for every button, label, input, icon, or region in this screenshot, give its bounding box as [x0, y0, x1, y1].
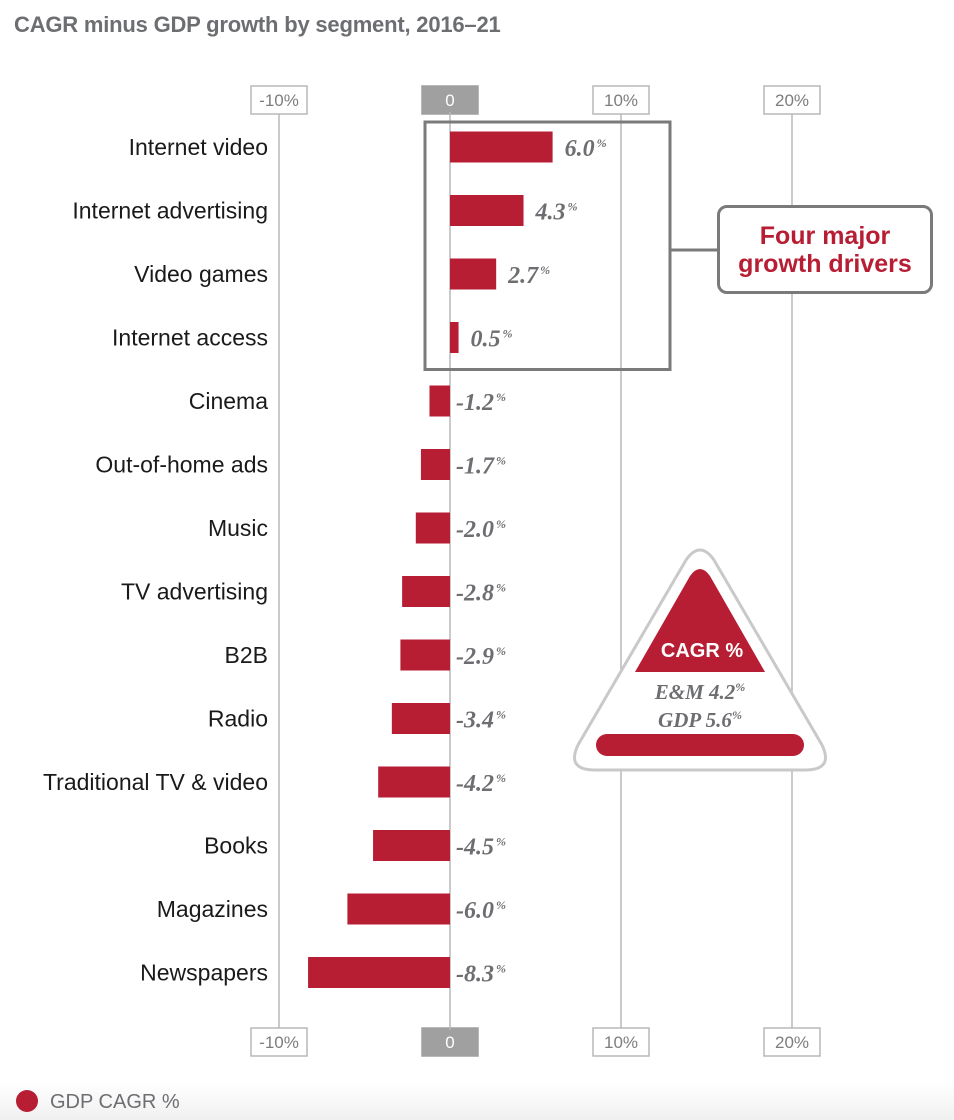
value-label: -1.2% [456, 390, 506, 416]
value-label: 0.5% [471, 327, 513, 353]
value-label: -8.3% [456, 962, 506, 988]
legend-swatch [16, 1090, 38, 1112]
bar [373, 830, 450, 861]
bar [402, 576, 450, 607]
x-tick-label: 10% [604, 1033, 638, 1052]
value-label: 2.7% [507, 263, 550, 289]
badge-em-line: E&M 4.2% [600, 680, 800, 705]
category-label: Out-of-home ads [95, 452, 268, 478]
value-label: 4.3% [535, 200, 578, 226]
tick-box [592, 1027, 650, 1057]
legend-label: GDP CAGR % [50, 1091, 180, 1113]
value-label: -3.4% [456, 708, 506, 734]
bar [420, 449, 450, 480]
value-label: -2.0% [456, 517, 506, 543]
bar [391, 703, 450, 734]
x-tick-label: 10% [604, 91, 638, 110]
badge-em-pct: % [735, 680, 746, 694]
category-label: Internet advertising [72, 198, 268, 224]
callout-line-2: growth drivers [738, 249, 912, 278]
grid-layer: -10% -10% 0 0 10% 10% 20% 20% [250, 85, 821, 1057]
bar [378, 766, 450, 798]
tick-box [763, 85, 821, 115]
category-label: Internet video [129, 134, 268, 160]
badge-red-base [596, 734, 804, 756]
bar-chart: -10% -10% 0 0 10% 10% 20% 20% Internet video 6.0… [43, 85, 827, 1057]
category-label: Video games [134, 261, 268, 287]
badge-gdp-pct: % [731, 708, 742, 722]
bar [415, 512, 450, 544]
callout-line-1: Four major [759, 221, 891, 250]
x-tick-label: 0 [445, 1033, 454, 1052]
x-tick-label: 20% [775, 1033, 809, 1052]
value-label: -2.8% [456, 581, 506, 607]
category-label: Radio [208, 706, 268, 732]
value-label: -1.7% [456, 454, 506, 480]
bar [347, 893, 450, 925]
bar [450, 322, 459, 353]
value-label: -4.2% [456, 771, 506, 797]
x-tick-label: 0 [445, 91, 454, 110]
category-label: Newspapers [140, 960, 268, 986]
tick-box [592, 85, 650, 115]
bar [429, 385, 450, 417]
legend-strip [0, 1082, 954, 1120]
bar [450, 195, 524, 226]
highlight-box [423, 120, 672, 371]
x-tick-label: -10% [259, 1033, 299, 1052]
x-tick-label: -10% [259, 91, 299, 110]
badge-gdp-label: GDP 5.6 [658, 708, 732, 732]
highlight-box-layer [423, 120, 718, 371]
category-label: Traditional TV & video [43, 769, 268, 795]
value-label: -2.9% [456, 644, 506, 670]
tick-box [763, 1027, 821, 1057]
category-label: TV advertising [121, 579, 268, 605]
value-label: 6.0% [565, 136, 607, 162]
badge-gdp-line: GDP 5.6% [600, 708, 800, 733]
x-tick-label: 20% [775, 91, 809, 110]
tick-box [250, 85, 308, 115]
bar [450, 258, 497, 290]
value-label: -4.5% [456, 835, 506, 861]
cagr-badge [573, 548, 827, 772]
badge-red-cap [635, 569, 765, 672]
chart-title: CAGR minus GDP growth by segment, 2016–2… [14, 12, 501, 37]
category-label: B2B [225, 642, 268, 668]
category-label: Internet access [112, 325, 268, 351]
growth-drivers-callout: Four major growth drivers [717, 205, 933, 294]
category-label: Magazines [157, 896, 268, 922]
category-label: Books [204, 833, 268, 859]
value-label: -6.0% [456, 898, 506, 924]
category-label: Music [208, 515, 268, 541]
category-label: Cinema [189, 388, 268, 414]
label-layer: Internet video 6.0 % Internet advertising 4.… [43, 134, 607, 988]
bar [400, 639, 450, 671]
badge-em-label: E&M 4.2 [654, 680, 736, 704]
bar-layer [308, 131, 553, 988]
bar [450, 131, 553, 163]
bar [308, 957, 450, 988]
badge-header: CAGR % [660, 640, 744, 662]
tick-box [250, 1027, 308, 1057]
